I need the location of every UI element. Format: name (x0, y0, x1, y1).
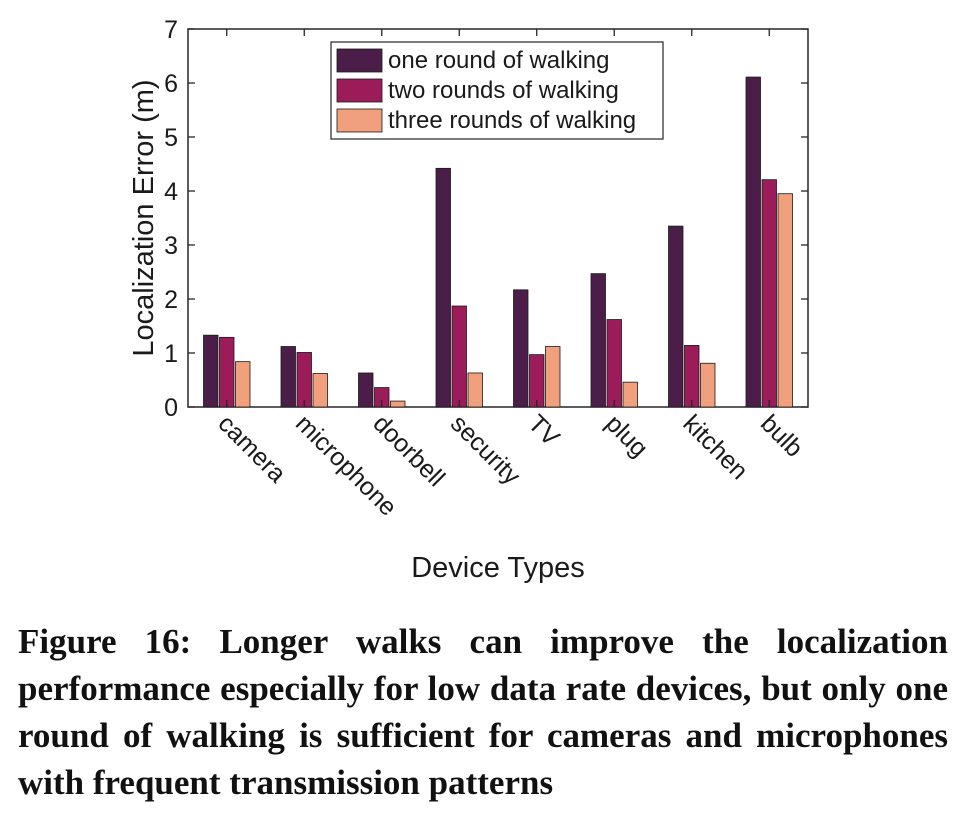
y-tick-label: 7 (164, 16, 178, 44)
legend-swatch-1 (336, 48, 383, 73)
y-tick-label: 3 (164, 232, 178, 260)
x-tick-label-camera: camera (213, 409, 292, 488)
legend-swatch-3 (336, 108, 383, 133)
bar-plug-series-3 (622, 381, 638, 408)
y-tick-label: 1 (164, 340, 178, 368)
bar-TV-series-2 (529, 354, 545, 408)
figure-caption: Figure 16: Longer walks can improve the … (18, 622, 948, 802)
bars (203, 76, 793, 408)
bar-security-series-2 (451, 305, 467, 408)
bar-camera-series-1 (203, 334, 219, 408)
y-tick-label: 6 (164, 70, 178, 98)
y-axis: 0 1 2 3 4 5 6 7 (164, 16, 808, 422)
bar-bulb-series-2 (761, 179, 777, 408)
x-tick-label-bulb: bulb (755, 409, 808, 462)
bar-security-series-3 (467, 372, 483, 408)
bar-camera-series-3 (235, 361, 251, 408)
legend-label-1: one round of walking (388, 47, 609, 74)
bar-microphone-series-2 (296, 352, 312, 408)
legend-label-3: three rounds of walking (388, 107, 636, 134)
x-axis-label: Device Types (411, 552, 585, 584)
bar-camera-series-2 (219, 336, 235, 408)
y-tick-label: 5 (164, 124, 178, 152)
x-tick-label-plug: plug (600, 409, 653, 462)
bar-TV-series-3 (545, 346, 561, 408)
legend: one round of walking two rounds of walkin… (330, 41, 664, 140)
x-tick-label-security: security (445, 409, 526, 490)
y-tick-label: 0 (164, 394, 178, 422)
bar-plug-series-2 (606, 319, 622, 408)
legend-box (330, 41, 664, 140)
legend-swatch-2 (336, 78, 383, 103)
y-axis-label: Localization Error (m) (128, 79, 160, 356)
bar-microphone-series-1 (280, 346, 296, 408)
y-tick-label: 2 (164, 286, 178, 314)
bar-kitchen-series-1 (668, 225, 684, 408)
bar-security-series-1 (435, 167, 451, 408)
x-tick-label-kitchen: kitchen (678, 409, 754, 485)
bar-doorbell-series-3 (390, 400, 406, 408)
bar-bulb-series-3 (777, 193, 793, 408)
legend-label-2: two rounds of walking (388, 77, 619, 104)
y-tick-label: 4 (164, 178, 178, 206)
bar-microphone-series-3 (312, 373, 328, 408)
bar-doorbell-series-1 (358, 372, 374, 408)
bar-kitchen-series-3 (700, 362, 716, 408)
bar-bulb-series-1 (745, 76, 761, 408)
x-tick-label-TV: TV (523, 409, 566, 452)
bar-plug-series-1 (590, 273, 606, 408)
bar-kitchen-series-2 (684, 345, 700, 408)
bar-TV-series-1 (513, 289, 529, 408)
